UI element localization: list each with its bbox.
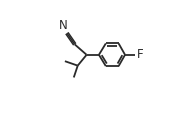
Text: N: N	[59, 19, 67, 32]
Text: F: F	[137, 48, 143, 61]
